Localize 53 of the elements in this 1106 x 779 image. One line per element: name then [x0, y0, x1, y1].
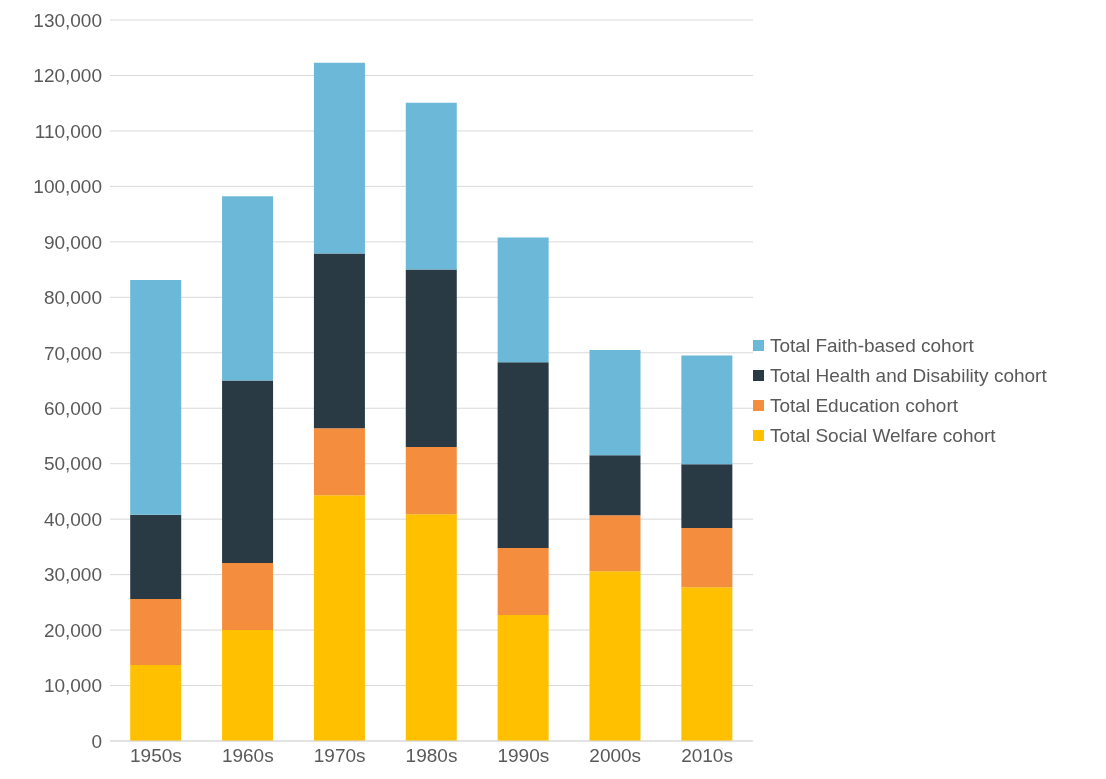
- y-tick-label: 100,000: [33, 176, 102, 198]
- bar: [222, 630, 274, 741]
- bar: [497, 362, 549, 548]
- bar: [681, 528, 733, 588]
- bar: [130, 599, 182, 666]
- y-tick-label: 20,000: [43, 619, 102, 641]
- bar: [497, 615, 549, 741]
- bar: [681, 355, 733, 465]
- y-tick-label: 50,000: [43, 453, 102, 475]
- y-tick-label: 40,000: [43, 508, 102, 530]
- bar: [681, 464, 733, 529]
- x-tick-label: 1990s: [497, 745, 550, 767]
- bar: [130, 665, 182, 741]
- bar: [313, 428, 365, 496]
- y-tick-label: 110,000: [34, 120, 102, 142]
- y-tick-label: 60,000: [43, 397, 102, 419]
- x-tick-label: 1970s: [313, 745, 366, 767]
- bar: [222, 196, 274, 381]
- bar: [130, 280, 182, 515]
- y-tick-label: 120,000: [33, 65, 102, 87]
- y-tick-label: 70,000: [43, 342, 102, 364]
- x-tick-label: 2010s: [681, 745, 733, 767]
- legend-label: Total Social Welfare cohort: [770, 424, 996, 447]
- legend-label: Total Health and Disability cohort: [770, 364, 1047, 387]
- bar: [589, 571, 641, 741]
- bar: [589, 455, 641, 516]
- bar: [589, 515, 641, 572]
- bar: [405, 269, 457, 448]
- bar: [222, 562, 274, 631]
- bar: [497, 237, 549, 363]
- x-tick-label: 1950s: [130, 745, 182, 767]
- x-tick-label: 2000s: [589, 745, 642, 767]
- x-tick-label: 1980s: [405, 745, 458, 767]
- bar: [681, 587, 733, 741]
- legend-label: Total Education cohort: [770, 394, 959, 417]
- y-tick-label: 90,000: [43, 231, 102, 253]
- bar: [497, 547, 549, 616]
- y-tick-label: 30,000: [43, 564, 102, 586]
- y-tick-label: 10,000: [43, 675, 102, 697]
- bar: [313, 495, 365, 741]
- bar: [405, 102, 457, 270]
- bar: [313, 253, 365, 429]
- bar: [130, 514, 182, 600]
- bar: [313, 62, 365, 254]
- legend-label: Total Faith-based cohort: [770, 334, 974, 357]
- y-tick-label: 0: [91, 730, 102, 752]
- bar: [405, 514, 457, 741]
- x-tick-label: 1960s: [221, 745, 274, 767]
- bar: [222, 380, 274, 563]
- y-tick-label: 130,000: [33, 9, 102, 31]
- y-tick-label: 80,000: [43, 287, 102, 309]
- bar: [405, 447, 457, 515]
- bar: [589, 350, 641, 456]
